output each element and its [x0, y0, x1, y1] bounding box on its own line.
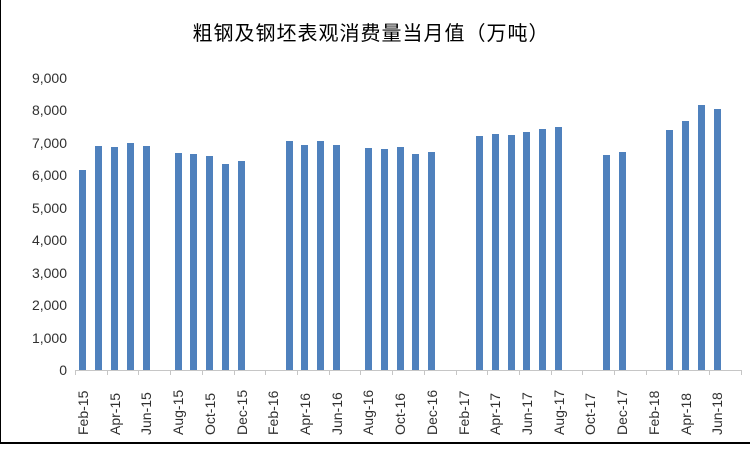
bar-May-18 — [697, 104, 705, 370]
bar-Nov-16 — [412, 153, 420, 370]
x-axis-label: Aug-15 — [170, 389, 187, 435]
x-axis-tick — [75, 370, 76, 375]
x-axis-label: Dec-15 — [233, 389, 250, 435]
y-axis-label: 5,000 — [31, 199, 67, 216]
bar-Aug-16 — [364, 148, 372, 370]
bar-Aug-17 — [555, 127, 563, 370]
x-axis-label: Oct-16 — [392, 392, 409, 435]
bar-Dec-15 — [238, 160, 245, 370]
bar-Jun-15 — [142, 145, 150, 370]
bar-Apr-17 — [491, 133, 499, 370]
x-axis-tick — [741, 370, 742, 375]
y-axis-label: 3,000 — [31, 264, 67, 281]
x-axis-tick — [582, 370, 584, 375]
bar-Feb-15 — [79, 170, 87, 370]
x-axis-tick — [677, 370, 679, 375]
x-axis-tick — [106, 370, 108, 375]
bar-May-17 — [507, 135, 515, 370]
bar-May-15 — [127, 142, 134, 370]
x-axis-line — [75, 370, 741, 371]
y-axis-label: 1,000 — [31, 329, 67, 346]
bar-Sep-15 — [190, 154, 198, 370]
bar-Mar-17 — [475, 135, 483, 370]
bar-Jun-16 — [333, 144, 341, 370]
bar-Mar-16 — [285, 140, 293, 370]
x-axis-tick — [519, 370, 520, 375]
x-axis-tick — [709, 370, 711, 375]
x-axis-tick — [455, 370, 457, 375]
x-axis-tick — [487, 370, 489, 375]
x-axis-tick — [392, 370, 394, 375]
y-axis-label: 9,000 — [31, 70, 67, 86]
bar-Apr-16 — [301, 144, 309, 370]
y-axis-label: 4,000 — [31, 232, 67, 249]
x-axis-label: Apr-15 — [106, 392, 123, 435]
bar-Nov-15 — [222, 164, 230, 370]
chart-title: 粗钢及钢坯表观消费量当月值（万吨） — [192, 23, 550, 45]
x-axis-label: Jun-15 — [138, 392, 155, 435]
x-axis-label: Apr-18 — [677, 392, 694, 435]
x-axis-label: Dec-17 — [614, 389, 631, 435]
x-axis-label: Feb-17 — [455, 390, 472, 435]
bar-Jul-17 — [539, 129, 547, 370]
bar-Oct-15 — [206, 155, 214, 370]
x-axis-label: Oct-15 — [201, 392, 218, 435]
y-axis-label: 6,000 — [31, 167, 67, 184]
x-axis-tick — [550, 370, 552, 375]
bar-Apr-18 — [682, 120, 689, 370]
bar-Dec-16 — [428, 151, 436, 370]
x-axis-label: Apr-16 — [296, 392, 313, 435]
bar-Jun-17 — [523, 131, 531, 370]
x-axis-label: Jun-17 — [518, 392, 535, 435]
bar-Mar-18 — [666, 129, 674, 370]
bar-Sep-16 — [380, 149, 388, 370]
y-axis-label: 8,000 — [31, 102, 67, 119]
bar-Oct-16 — [396, 147, 404, 370]
x-axis-tick — [297, 370, 298, 375]
x-axis-tick — [138, 370, 140, 375]
x-axis-tick — [328, 370, 330, 375]
bar-Apr-15 — [111, 146, 119, 370]
x-axis-label: Dec-16 — [423, 389, 440, 435]
x-axis-tick — [170, 370, 172, 375]
bar-Dec-17 — [618, 151, 626, 370]
x-axis-tick — [360, 370, 362, 375]
y-axis-label: 0 — [59, 362, 67, 378]
bar-Aug-15 — [174, 152, 182, 370]
x-axis-label: Jun-16 — [328, 392, 345, 435]
x-axis-label: Apr-17 — [487, 392, 504, 435]
x-axis-label: Feb-16 — [265, 390, 282, 435]
x-axis-tick — [614, 370, 616, 375]
x-axis-label: Feb-15 — [74, 390, 91, 435]
x-axis-tick — [645, 370, 647, 375]
bar-May-16 — [317, 140, 325, 370]
x-axis-tick — [423, 370, 425, 375]
x-axis-tick — [201, 370, 203, 375]
x-axis-label: Aug-16 — [360, 389, 377, 435]
x-axis-label: Feb-18 — [645, 390, 662, 435]
bar-Jun-18 — [713, 108, 721, 370]
x-axis-label: Aug-17 — [550, 389, 567, 435]
x-axis-label: Oct-17 — [582, 392, 599, 435]
x-axis-label: Jun-18 — [709, 392, 726, 435]
x-axis-tick — [265, 370, 267, 375]
y-axis-label: 7,000 — [31, 134, 67, 151]
y-axis-label: 2,000 — [31, 297, 67, 314]
bar-Nov-17 — [602, 154, 610, 370]
x-axis-tick — [233, 370, 235, 375]
bar-Mar-15 — [95, 146, 103, 370]
